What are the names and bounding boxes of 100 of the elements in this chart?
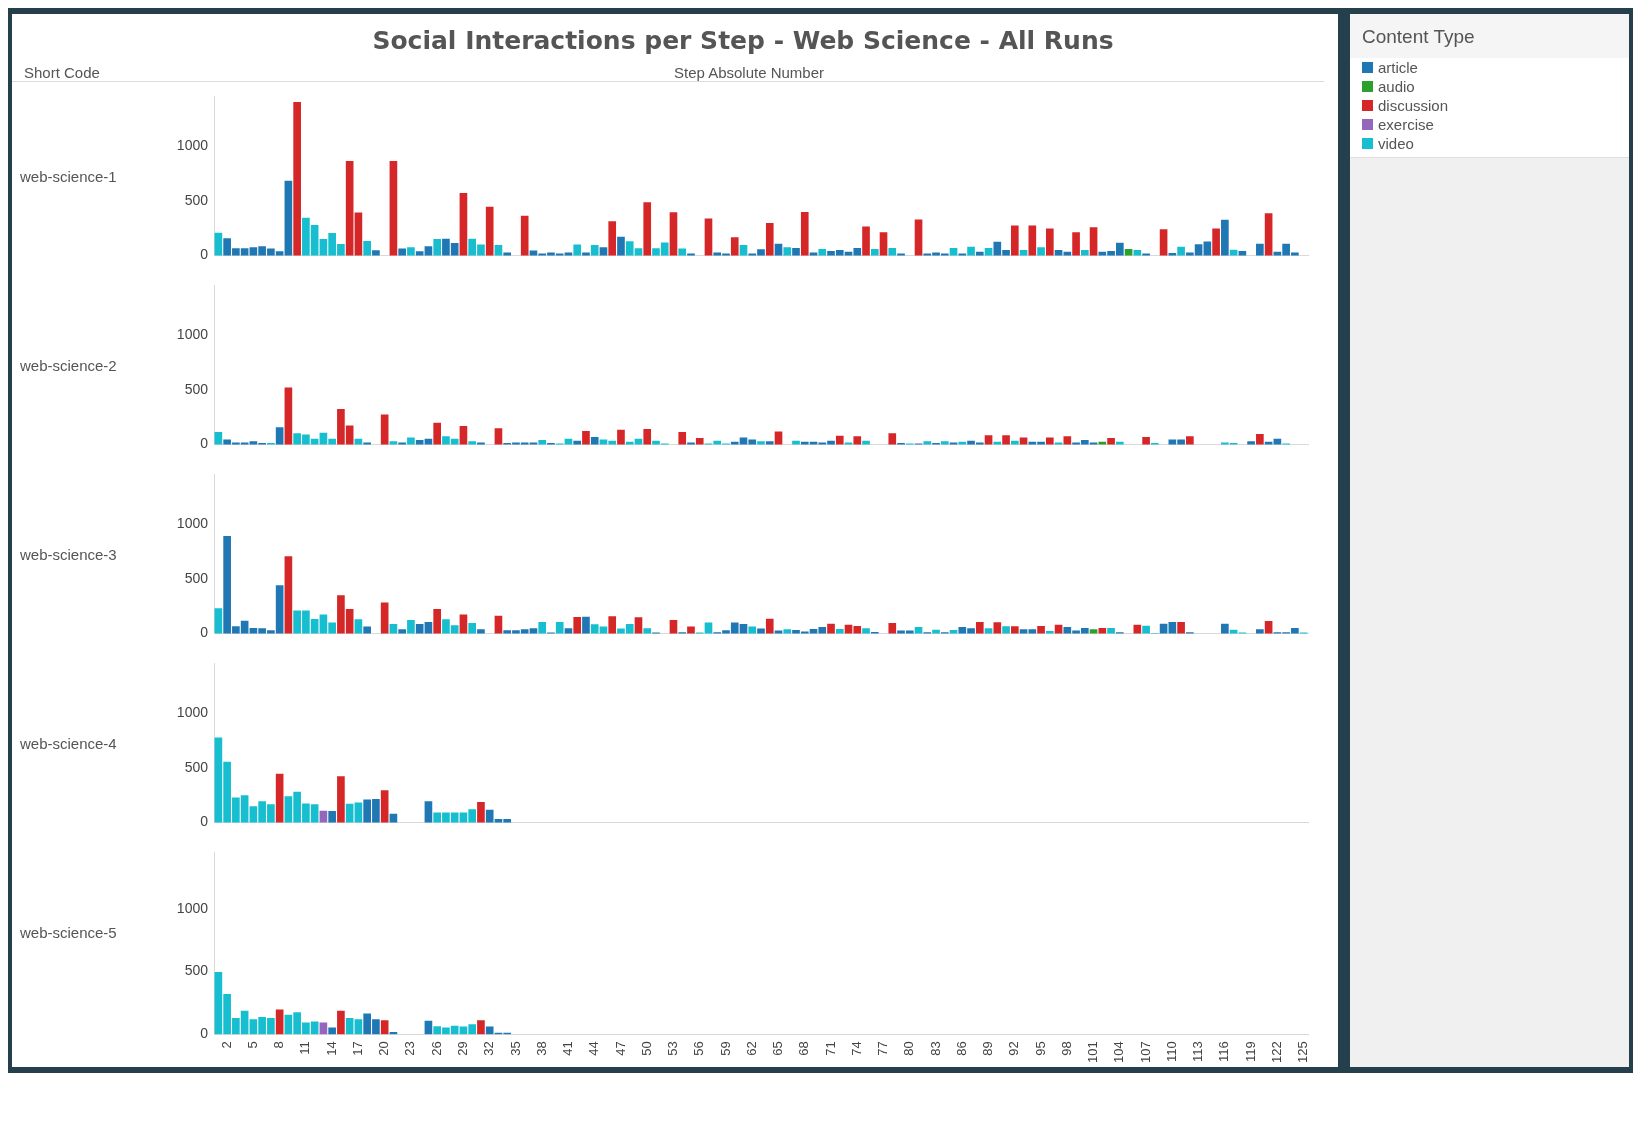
bar (398, 442, 406, 445)
y-axis-title: web-science-2 (20, 356, 117, 374)
bar (643, 429, 652, 445)
bar (363, 626, 371, 634)
x-tick-label: 11 (297, 1041, 313, 1055)
bar (940, 441, 949, 445)
bar (1037, 247, 1045, 256)
y-tick-label: 0 (200, 813, 209, 830)
legend-title: Content Type (1349, 14, 1629, 58)
x-tick-label: 35 (507, 1041, 523, 1056)
bar (328, 810, 336, 823)
x-tick-label: 86 (953, 1041, 969, 1056)
x-tick-label: 17 (349, 1041, 365, 1056)
x-tick-label: 38 (533, 1041, 549, 1056)
bar (1256, 433, 1264, 445)
bar (704, 622, 713, 634)
x-tick-label: 83 (927, 1041, 943, 1056)
bar (538, 622, 547, 634)
x-tick-label: 62 (743, 1041, 759, 1056)
bar (398, 248, 406, 256)
bar (1186, 436, 1194, 445)
y-tick-label: 1000 (176, 514, 209, 531)
bar (477, 442, 485, 445)
bar (1010, 225, 1019, 256)
bar (582, 252, 590, 256)
bar (800, 211, 809, 256)
x-tick-label: 5 (244, 1041, 260, 1049)
bar (923, 441, 932, 445)
bar (433, 608, 442, 634)
x-tick-label: 53 (665, 1041, 681, 1056)
bar (1221, 219, 1229, 256)
x-tick-label: 32 (481, 1041, 497, 1056)
bar (582, 430, 590, 445)
y-tick-label: 500 (184, 962, 209, 979)
bar (879, 232, 888, 256)
x-tick-label: 65 (770, 1041, 786, 1056)
bar (380, 602, 389, 634)
bar (993, 622, 1002, 634)
x-tick-label: 80 (901, 1041, 917, 1056)
bar (468, 622, 477, 634)
legend-label: video (1377, 135, 1414, 152)
x-tick-label: 104 (1111, 1041, 1127, 1064)
bar (573, 617, 582, 634)
bar (590, 244, 599, 256)
bar (730, 237, 739, 256)
bar (853, 436, 862, 445)
y-tick-label: 0 (200, 246, 209, 263)
bar (293, 101, 301, 256)
x-tick-label: 110 (1163, 1041, 1179, 1063)
y-axis-title: web-science-5 (20, 923, 117, 941)
bar (494, 428, 503, 445)
bar (1089, 227, 1098, 256)
bar (1159, 229, 1168, 256)
bar (1177, 621, 1185, 634)
bar (407, 619, 415, 634)
bar (1247, 441, 1255, 445)
bar (284, 556, 293, 634)
bar (783, 629, 792, 634)
bar (818, 249, 827, 256)
bar (704, 218, 713, 256)
bar (888, 622, 897, 634)
y-tick-label: 500 (184, 191, 209, 208)
text: Short Code (24, 64, 100, 81)
bar (888, 248, 897, 256)
bar (643, 628, 652, 634)
bar (1107, 627, 1115, 634)
bar (1010, 626, 1019, 634)
x-tick-label: 41 (560, 1041, 576, 1056)
x-tick-label: 20 (376, 1041, 392, 1056)
bar (1037, 626, 1045, 634)
bar (687, 626, 695, 634)
x-tick-label: 89 (980, 1041, 996, 1056)
bar (477, 802, 485, 823)
x-tick-label: 23 (402, 1041, 418, 1056)
y-tick-label: 500 (184, 380, 209, 397)
bar (1063, 436, 1072, 445)
bar (678, 248, 687, 256)
bar (1080, 249, 1089, 256)
bar (459, 192, 468, 256)
bar (1142, 625, 1150, 634)
bar (748, 626, 757, 634)
bar (1107, 438, 1115, 445)
x-tick-label: 56 (691, 1041, 707, 1056)
bar (862, 226, 870, 256)
bar (1002, 626, 1010, 634)
bar (520, 215, 529, 256)
bar (284, 180, 293, 256)
bar (1177, 246, 1185, 256)
bar (678, 432, 687, 445)
x-tick-label: 77 (875, 1041, 891, 1056)
bar (827, 623, 835, 634)
bar (1221, 623, 1229, 634)
x-tick-label: 59 (717, 1041, 733, 1056)
x-tick-label: 116 (1216, 1041, 1232, 1063)
bar (503, 252, 512, 256)
x-tick-label: 98 (1058, 1041, 1074, 1056)
x-tick-label: 14 (323, 1041, 339, 1056)
bar (897, 253, 905, 256)
bar (792, 248, 800, 256)
bar (783, 247, 792, 256)
